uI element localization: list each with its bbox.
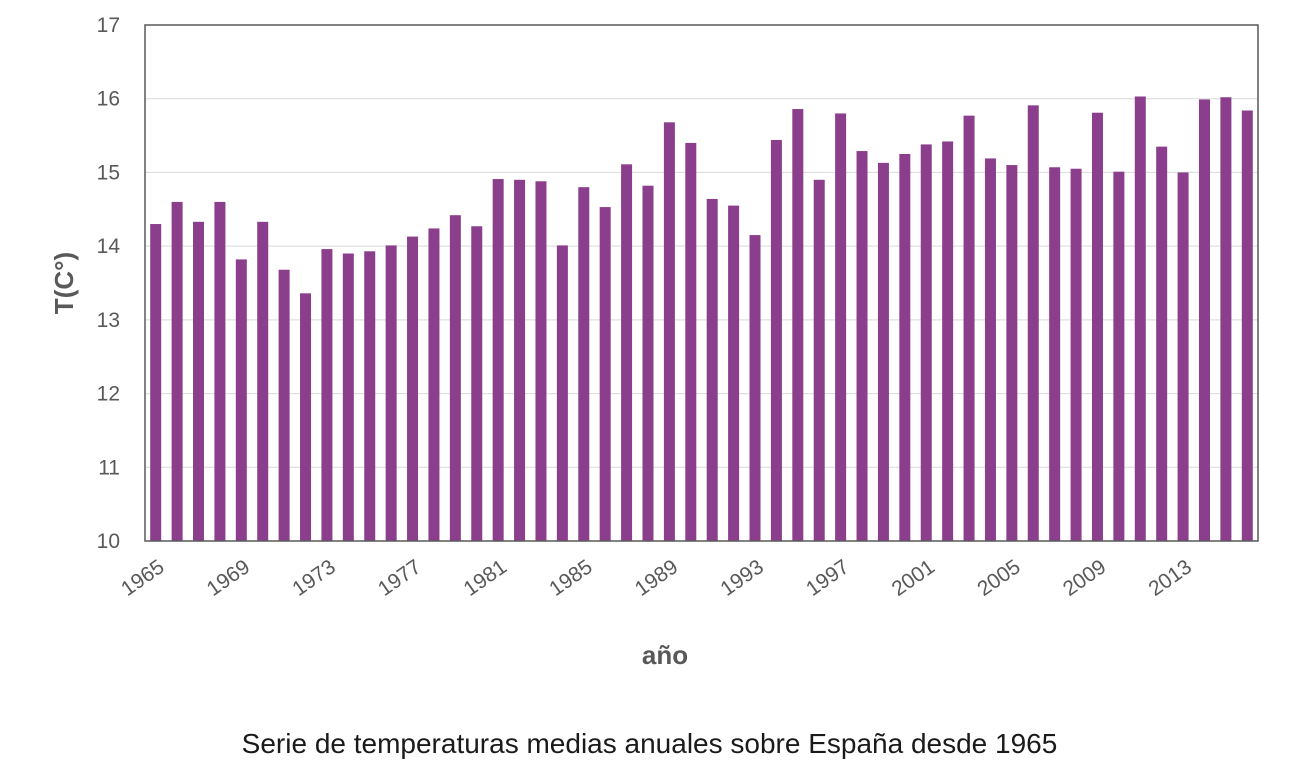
y-tick-label: 13 bbox=[97, 309, 120, 332]
bar-1995 bbox=[792, 109, 804, 541]
bar-1992 bbox=[728, 205, 740, 541]
y-tick-label: 16 bbox=[97, 88, 120, 111]
bar-2009 bbox=[1091, 112, 1103, 541]
y-tick-label: 14 bbox=[97, 235, 121, 258]
x-tick-label: 1989 bbox=[631, 555, 682, 601]
y-tick-label: 11 bbox=[98, 456, 120, 479]
bar-1986 bbox=[599, 207, 611, 541]
bar-1994 bbox=[770, 139, 782, 541]
bar-1966 bbox=[171, 201, 183, 541]
x-tick-label: 1997 bbox=[802, 555, 853, 601]
bar-1991 bbox=[706, 198, 718, 542]
bar-2002 bbox=[942, 141, 954, 541]
x-tick-label: 1969 bbox=[203, 555, 254, 601]
bar-2005 bbox=[1006, 165, 1018, 542]
x-tick-label: 2005 bbox=[973, 555, 1024, 601]
bar-2007 bbox=[1049, 167, 1061, 542]
bar-1975 bbox=[364, 251, 376, 541]
bar-1967 bbox=[193, 221, 205, 541]
x-tick-label: 1977 bbox=[374, 555, 425, 601]
temperature-bar-chart: 10 11 12 13 14 15 16 17 1965 1969 1973 1977 1981 198… bbox=[49, 14, 1259, 670]
bar-1979 bbox=[449, 215, 461, 541]
bar-1973 bbox=[321, 249, 333, 541]
x-tick-label: 1985 bbox=[545, 555, 596, 601]
bar-1965 bbox=[150, 224, 162, 541]
bar-2012 bbox=[1156, 146, 1168, 541]
bar-1980 bbox=[471, 226, 483, 542]
bar-1983 bbox=[535, 181, 547, 541]
bar-2001 bbox=[920, 144, 932, 541]
bar-1989 bbox=[663, 122, 675, 541]
x-tick-label: 1993 bbox=[716, 555, 767, 601]
bar-2000 bbox=[899, 154, 911, 541]
y-axis-title: T(C°) bbox=[49, 252, 79, 314]
bar-1974 bbox=[342, 253, 354, 541]
bar-1969 bbox=[235, 259, 247, 541]
bar-1976 bbox=[385, 245, 397, 542]
bar-1972 bbox=[300, 293, 312, 541]
bar-1968 bbox=[214, 201, 226, 541]
bar-2006 bbox=[1027, 105, 1039, 541]
bar-1977 bbox=[407, 236, 419, 541]
bar-1982 bbox=[514, 179, 526, 542]
bar-1999 bbox=[877, 162, 889, 542]
gridlines bbox=[145, 98, 1258, 468]
bar-1985 bbox=[578, 187, 590, 541]
bar-2013 bbox=[1177, 172, 1189, 541]
bar-2011 bbox=[1134, 96, 1146, 541]
bar-1996 bbox=[813, 179, 825, 542]
bar-1984 bbox=[556, 245, 568, 542]
bar-1988 bbox=[642, 185, 654, 541]
chart-caption: Serie de temperaturas medias anuales sob… bbox=[241, 728, 1058, 759]
bars bbox=[150, 96, 1253, 542]
bar-2015 bbox=[1220, 97, 1232, 542]
bar-1993 bbox=[749, 235, 761, 542]
plot-frame bbox=[144, 24, 1259, 542]
x-axis-title: año bbox=[642, 640, 688, 670]
bar-1971 bbox=[278, 269, 290, 541]
bar-1997 bbox=[835, 113, 847, 541]
bar-1987 bbox=[621, 164, 633, 541]
y-tick-label: 15 bbox=[97, 161, 120, 184]
bar-2003 bbox=[963, 115, 975, 541]
y-tick-label: 10 bbox=[97, 530, 120, 553]
bar-2010 bbox=[1113, 171, 1125, 542]
y-tick-label: 17 bbox=[97, 14, 120, 37]
x-tick-label: 2009 bbox=[1059, 555, 1110, 601]
y-tick-label: 12 bbox=[97, 383, 120, 406]
bar-1990 bbox=[685, 142, 697, 541]
bar-2008 bbox=[1070, 168, 1082, 541]
x-tick-label: 2013 bbox=[1144, 555, 1195, 601]
bar-1981 bbox=[492, 179, 504, 541]
bar-2016 bbox=[1241, 110, 1253, 541]
bar-2014 bbox=[1198, 99, 1210, 542]
bar-1998 bbox=[856, 151, 868, 541]
x-axis-ticks: 1965 1969 1973 1977 1981 1985 1989 1993 1997 2001… bbox=[117, 555, 1196, 601]
bar-1978 bbox=[428, 228, 440, 542]
bar-2004 bbox=[984, 158, 996, 541]
bar-1970 bbox=[257, 221, 269, 541]
x-tick-label: 1981 bbox=[460, 555, 511, 601]
x-tick-label: 2001 bbox=[888, 555, 939, 601]
x-tick-label: 1973 bbox=[288, 555, 339, 601]
x-tick-label: 1965 bbox=[117, 555, 168, 601]
y-axis-ticks: 10 11 12 13 14 15 16 17 bbox=[97, 14, 121, 553]
